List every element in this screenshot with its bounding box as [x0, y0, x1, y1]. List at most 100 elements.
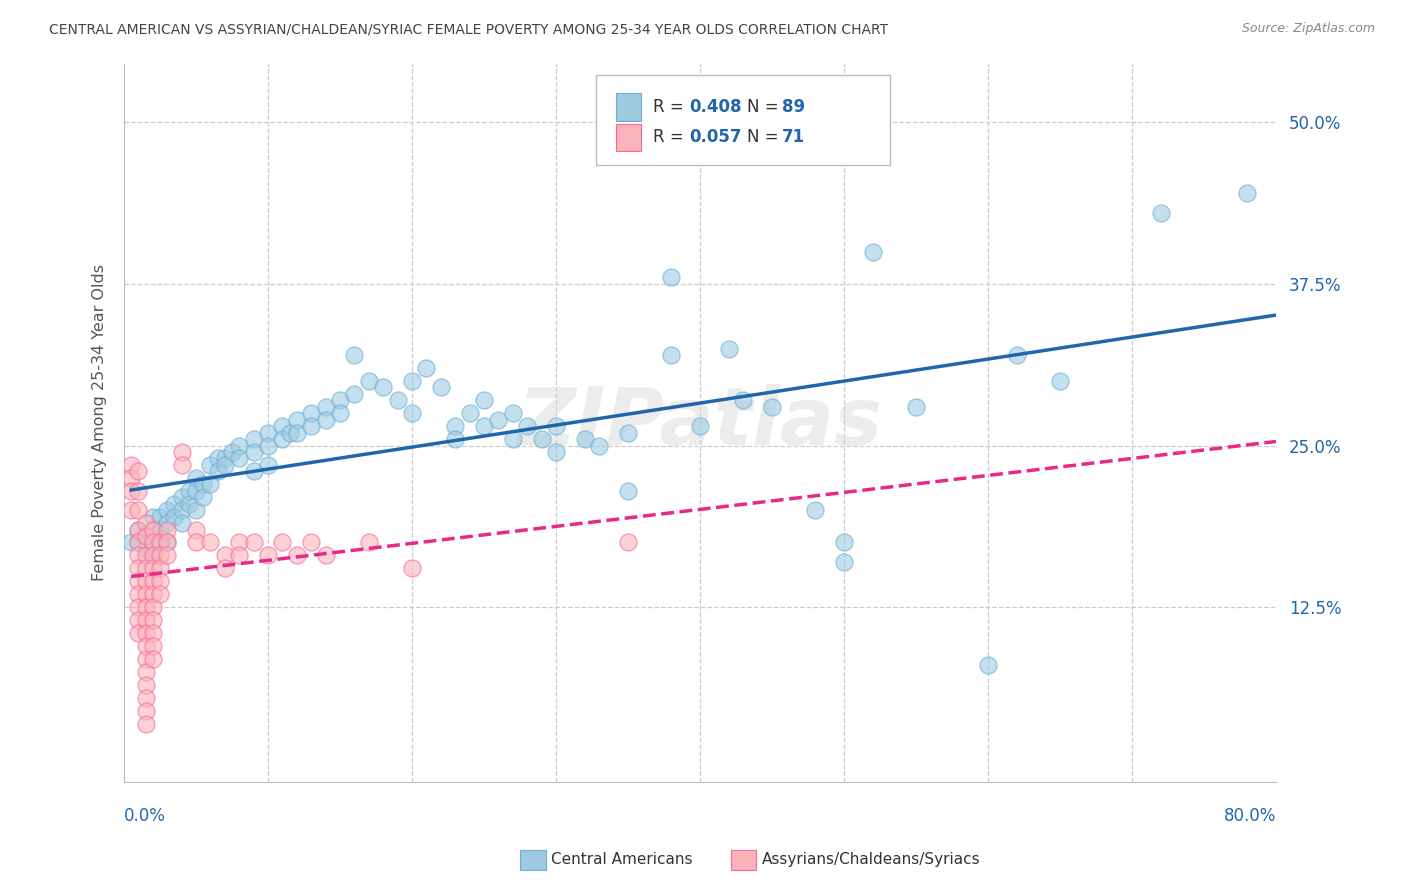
Point	[184, 503, 207, 517]
Point	[617, 425, 640, 440]
Point	[689, 419, 711, 434]
Text: N =: N =	[747, 128, 785, 146]
Point	[315, 400, 337, 414]
Point	[315, 412, 337, 426]
Point	[170, 445, 193, 459]
Point	[1236, 186, 1258, 201]
Point	[149, 574, 172, 589]
Point	[120, 471, 142, 485]
Point	[271, 432, 294, 446]
Point	[430, 380, 453, 394]
Point	[1150, 206, 1173, 220]
Point	[177, 483, 200, 498]
Point	[357, 374, 380, 388]
Point	[228, 438, 250, 452]
Point	[502, 432, 524, 446]
Text: ZIPatlas: ZIPatlas	[517, 384, 883, 462]
Point	[127, 503, 149, 517]
Point	[135, 549, 157, 563]
Point	[156, 516, 179, 530]
Point	[257, 438, 280, 452]
FancyBboxPatch shape	[616, 124, 641, 152]
Text: N =: N =	[747, 98, 785, 116]
Point	[177, 497, 200, 511]
Point	[574, 432, 596, 446]
Point	[156, 503, 179, 517]
Point	[214, 561, 236, 575]
Point	[401, 406, 423, 420]
Point	[544, 445, 567, 459]
Point	[149, 509, 172, 524]
Point	[127, 535, 149, 549]
Point	[228, 451, 250, 466]
FancyBboxPatch shape	[616, 94, 641, 120]
Point	[544, 419, 567, 434]
Point	[149, 561, 172, 575]
Point	[486, 412, 509, 426]
Point	[444, 432, 467, 446]
Text: 71: 71	[782, 128, 804, 146]
Point	[135, 690, 157, 705]
Point	[588, 438, 610, 452]
Text: 80.0%: 80.0%	[1223, 807, 1277, 825]
Point	[617, 483, 640, 498]
Point	[135, 639, 157, 653]
Point	[193, 490, 215, 504]
Point	[135, 678, 157, 692]
Text: CENTRAL AMERICAN VS ASSYRIAN/CHALDEAN/SYRIAC FEMALE POVERTY AMONG 25-34 YEAR OLD: CENTRAL AMERICAN VS ASSYRIAN/CHALDEAN/SY…	[49, 22, 889, 37]
Point	[832, 535, 855, 549]
Point	[193, 477, 215, 491]
Point	[329, 393, 352, 408]
Point	[142, 509, 165, 524]
Point	[977, 658, 1000, 673]
Point	[242, 464, 264, 478]
Point	[142, 639, 165, 653]
Point	[135, 529, 157, 543]
Point	[127, 626, 149, 640]
Point	[135, 516, 157, 530]
Point	[120, 503, 142, 517]
Point	[149, 549, 172, 563]
Point	[502, 406, 524, 420]
Point	[170, 490, 193, 504]
Point	[271, 535, 294, 549]
Text: Source: ZipAtlas.com: Source: ZipAtlas.com	[1241, 22, 1375, 36]
Point	[530, 432, 553, 446]
Point	[127, 600, 149, 615]
Point	[127, 464, 149, 478]
Point	[207, 451, 229, 466]
Point	[184, 483, 207, 498]
Point	[135, 626, 157, 640]
Point	[127, 523, 149, 537]
Point	[228, 549, 250, 563]
Point	[127, 549, 149, 563]
Point	[184, 523, 207, 537]
Point	[135, 541, 157, 556]
Point	[285, 425, 308, 440]
Point	[135, 561, 157, 575]
Point	[142, 523, 165, 537]
Point	[472, 393, 495, 408]
Point	[163, 509, 186, 524]
Point	[401, 561, 423, 575]
Point	[135, 716, 157, 731]
Point	[761, 400, 783, 414]
Point	[299, 406, 322, 420]
Point	[1005, 348, 1028, 362]
Text: Assyrians/Chaldeans/Syriacs: Assyrians/Chaldeans/Syriacs	[762, 853, 980, 867]
Point	[257, 549, 280, 563]
Point	[401, 374, 423, 388]
Point	[135, 665, 157, 679]
Point	[142, 600, 165, 615]
Point	[184, 535, 207, 549]
Point	[135, 529, 157, 543]
Point	[127, 574, 149, 589]
Point	[135, 704, 157, 718]
Y-axis label: Female Poverty Among 25-34 Year Olds: Female Poverty Among 25-34 Year Olds	[93, 264, 107, 582]
Point	[472, 419, 495, 434]
Point	[733, 393, 755, 408]
Point	[804, 503, 827, 517]
Point	[1049, 374, 1071, 388]
Point	[278, 425, 301, 440]
Point	[142, 574, 165, 589]
